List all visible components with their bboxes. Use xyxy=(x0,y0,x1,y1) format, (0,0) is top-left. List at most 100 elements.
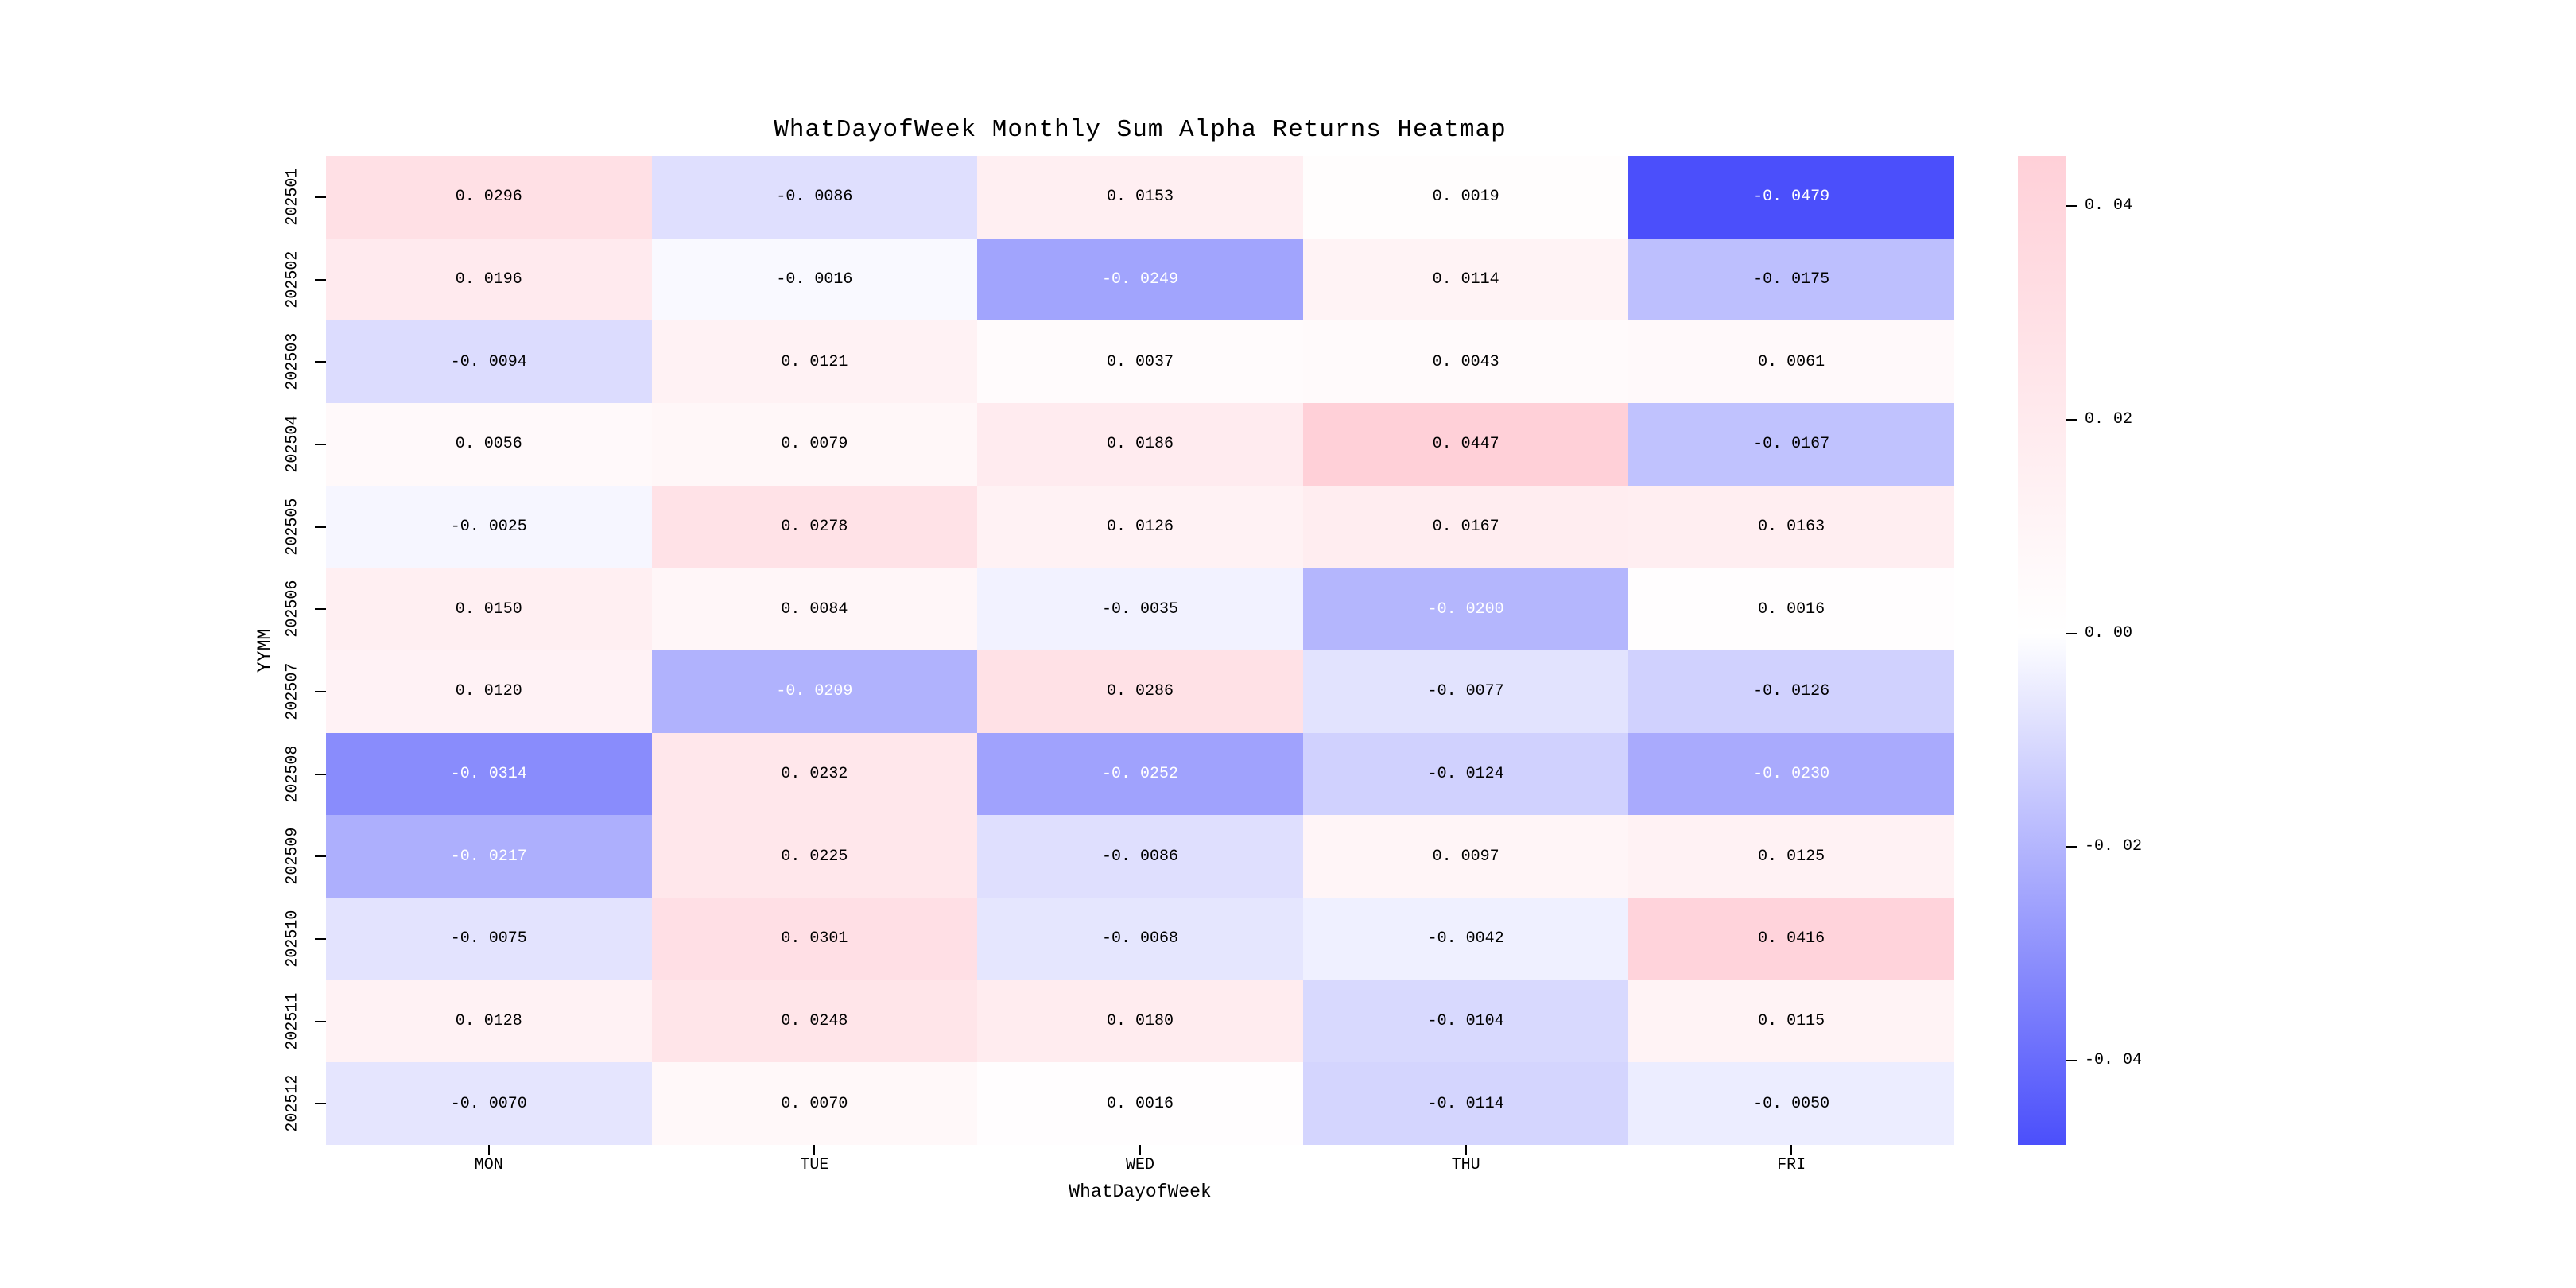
cell-value: -0. 0175 xyxy=(1753,270,1830,289)
cell-value: 0. 0043 xyxy=(1432,352,1499,371)
heatmap-cell: -0. 0104 xyxy=(1302,980,1629,1063)
heatmap-cell: -0. 0075 xyxy=(326,898,652,980)
cell-value: 0. 0016 xyxy=(1106,1094,1174,1113)
heatmap-cell: 0. 0278 xyxy=(651,485,978,568)
heatmap-cell: -0. 0252 xyxy=(977,732,1303,816)
heatmap-cell: -0. 0217 xyxy=(326,815,652,898)
heatmap-cell: 0. 0296 xyxy=(326,156,652,239)
colorbar xyxy=(2018,156,2066,1145)
cell-value: 0. 0128 xyxy=(455,1011,522,1030)
cell-value: 0. 0232 xyxy=(781,764,848,783)
x-tick-mark xyxy=(1139,1145,1141,1155)
colorbar-tick-label: -0. 02 xyxy=(2085,837,2143,856)
heatmap-cell: 0. 0114 xyxy=(1302,238,1629,321)
heatmap-cell: -0. 0114 xyxy=(1302,1062,1629,1145)
y-tick-label: 202507 xyxy=(283,662,302,720)
x-tick-mark xyxy=(1790,1145,1793,1155)
heatmap-cell: -0. 0077 xyxy=(1302,650,1629,733)
heatmap-cell: 0. 0150 xyxy=(326,568,652,650)
cell-value: 0. 0447 xyxy=(1432,435,1499,454)
cell-value: 0. 0115 xyxy=(1758,1011,1825,1030)
x-tick-label: TUE xyxy=(800,1156,829,1174)
cell-value: -0. 0124 xyxy=(1427,764,1504,783)
heatmap-cell: 0. 0061 xyxy=(1628,320,1954,403)
cell-value: 0. 0180 xyxy=(1106,1011,1174,1030)
heatmap-cell: 0. 0248 xyxy=(651,980,978,1063)
colorbar-tick-label: 0. 00 xyxy=(2085,623,2133,642)
colorbar-tick-label: 0. 04 xyxy=(2085,196,2133,215)
heatmap-cell: 0. 0121 xyxy=(651,320,978,403)
cell-value: -0. 0016 xyxy=(776,270,853,289)
heatmap-cell: 0. 0097 xyxy=(1302,815,1629,898)
y-tick-label: 202512 xyxy=(283,1075,302,1133)
heatmap-cell: 0. 0043 xyxy=(1302,320,1629,403)
heatmap-cell: -0. 0209 xyxy=(651,650,978,733)
heatmap-cell: -0. 0016 xyxy=(651,238,978,321)
heatmap-cell: 0. 0037 xyxy=(977,320,1303,403)
cell-value: 0. 0121 xyxy=(781,352,848,371)
heatmap-cell: 0. 0120 xyxy=(326,650,652,733)
heatmap-cell: -0. 0230 xyxy=(1628,732,1954,816)
x-tick-label: THU xyxy=(1451,1156,1480,1174)
y-tick-label: 202504 xyxy=(283,415,302,473)
cell-value: -0. 0025 xyxy=(450,517,527,536)
colorbar-tick-mark xyxy=(2066,418,2077,421)
y-tick-mark xyxy=(315,690,326,692)
heatmap-cell: 0. 0128 xyxy=(326,980,652,1063)
y-tick-label: 202510 xyxy=(283,910,302,968)
y-tick-mark xyxy=(315,278,326,281)
heatmap-cell: 0. 0016 xyxy=(977,1062,1303,1145)
x-tick-mark xyxy=(487,1145,490,1155)
heatmap-cell: -0. 0086 xyxy=(977,815,1303,898)
colorbar-tick-mark xyxy=(2066,205,2077,208)
colorbar-tick-mark xyxy=(2066,1059,2077,1061)
cell-value: 0. 0114 xyxy=(1432,270,1499,289)
cell-value: -0. 0114 xyxy=(1427,1094,1504,1113)
x-tick-label: WED xyxy=(1125,1156,1154,1174)
heatmap-cell: -0. 0124 xyxy=(1302,732,1629,816)
heatmap-cell: 0. 0180 xyxy=(977,980,1303,1063)
heatmap-cell: 0. 0070 xyxy=(651,1062,978,1145)
heatmap-cell: 0. 0447 xyxy=(1302,403,1629,486)
cell-value: -0. 0035 xyxy=(1101,599,1178,619)
y-tick-mark xyxy=(315,196,326,198)
heatmap-cell: -0. 0025 xyxy=(326,485,652,568)
cell-value: -0. 0077 xyxy=(1427,682,1504,701)
cell-value: 0. 0163 xyxy=(1758,517,1825,536)
cell-value: -0. 0068 xyxy=(1101,929,1178,949)
y-tick-label: 202508 xyxy=(283,745,302,803)
cell-value: 0. 0296 xyxy=(455,188,522,207)
heatmap-cell: 0. 0167 xyxy=(1302,485,1629,568)
cell-value: 0. 0186 xyxy=(1106,435,1174,454)
heatmap-cell: 0. 0016 xyxy=(1628,568,1954,650)
heatmap-cell: 0. 0163 xyxy=(1628,485,1954,568)
cell-value: -0. 0075 xyxy=(450,929,527,949)
cell-value: -0. 0252 xyxy=(1101,764,1178,783)
cell-value: 0. 0416 xyxy=(1758,929,1825,949)
cell-value: 0. 0278 xyxy=(781,517,848,536)
x-tick-mark xyxy=(1465,1145,1467,1155)
cell-value: -0. 0070 xyxy=(450,1094,527,1113)
heatmap-cell: 0. 0019 xyxy=(1302,156,1629,239)
heatmap-cell: 0. 0416 xyxy=(1628,898,1954,980)
heatmap-cell: -0. 0167 xyxy=(1628,403,1954,486)
heatmap-cell: -0. 0314 xyxy=(326,732,652,816)
heatmap-cell: 0. 0084 xyxy=(651,568,978,650)
heatmap-cell: 0. 0079 xyxy=(651,403,978,486)
colorbar-tick-label: 0. 02 xyxy=(2085,409,2133,429)
cell-value: -0. 0086 xyxy=(776,188,853,207)
heatmap-cell: -0. 0175 xyxy=(1628,238,1954,321)
y-tick-mark xyxy=(315,855,326,858)
cell-value: -0. 0479 xyxy=(1753,188,1830,207)
cell-value: -0. 0230 xyxy=(1753,764,1830,783)
heatmap-cell: -0. 0094 xyxy=(326,320,652,403)
cell-value: -0. 0209 xyxy=(776,682,853,701)
cell-value: 0. 0248 xyxy=(781,1011,848,1030)
x-tick-label: FRI xyxy=(1777,1156,1806,1174)
cell-value: 0. 0150 xyxy=(455,599,522,619)
cell-value: -0. 0042 xyxy=(1427,929,1504,949)
colorbar-tick-mark xyxy=(2066,846,2077,848)
heatmap-cell: -0. 0249 xyxy=(977,238,1303,321)
x-tick-label: MON xyxy=(474,1156,503,1174)
heatmap-cell: -0. 0086 xyxy=(651,156,978,239)
